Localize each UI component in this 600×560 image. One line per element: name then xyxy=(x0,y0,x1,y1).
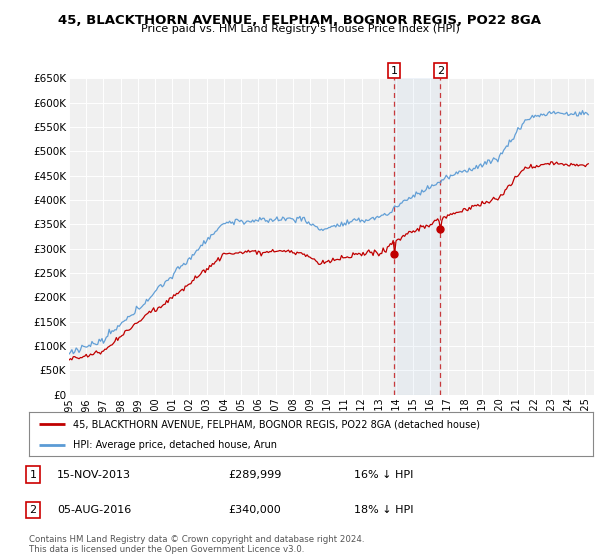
Text: 15-NOV-2013: 15-NOV-2013 xyxy=(57,470,131,479)
Text: 2: 2 xyxy=(437,66,444,76)
Text: 18% ↓ HPI: 18% ↓ HPI xyxy=(354,505,413,515)
Text: 1: 1 xyxy=(29,470,37,479)
Text: Contains HM Land Registry data © Crown copyright and database right 2024.
This d: Contains HM Land Registry data © Crown c… xyxy=(29,535,364,554)
Text: 05-AUG-2016: 05-AUG-2016 xyxy=(57,505,131,515)
Text: Price paid vs. HM Land Registry's House Price Index (HPI): Price paid vs. HM Land Registry's House … xyxy=(140,24,460,34)
Text: 16% ↓ HPI: 16% ↓ HPI xyxy=(354,470,413,479)
Text: 45, BLACKTHORN AVENUE, FELPHAM, BOGNOR REGIS, PO22 8GA: 45, BLACKTHORN AVENUE, FELPHAM, BOGNOR R… xyxy=(59,14,542,27)
Text: 2: 2 xyxy=(29,505,37,515)
Text: £340,000: £340,000 xyxy=(228,505,281,515)
Bar xyxy=(394,78,440,395)
Text: HPI: Average price, detached house, Arun: HPI: Average price, detached house, Arun xyxy=(73,440,277,450)
Text: £289,999: £289,999 xyxy=(228,470,281,479)
Text: 1: 1 xyxy=(391,66,397,76)
Text: 45, BLACKTHORN AVENUE, FELPHAM, BOGNOR REGIS, PO22 8GA (detached house): 45, BLACKTHORN AVENUE, FELPHAM, BOGNOR R… xyxy=(73,419,480,429)
